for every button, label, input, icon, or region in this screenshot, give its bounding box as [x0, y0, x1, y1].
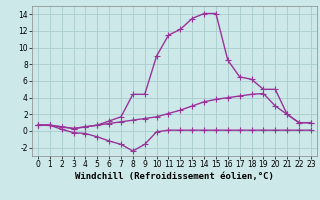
X-axis label: Windchill (Refroidissement éolien,°C): Windchill (Refroidissement éolien,°C) [75, 172, 274, 181]
